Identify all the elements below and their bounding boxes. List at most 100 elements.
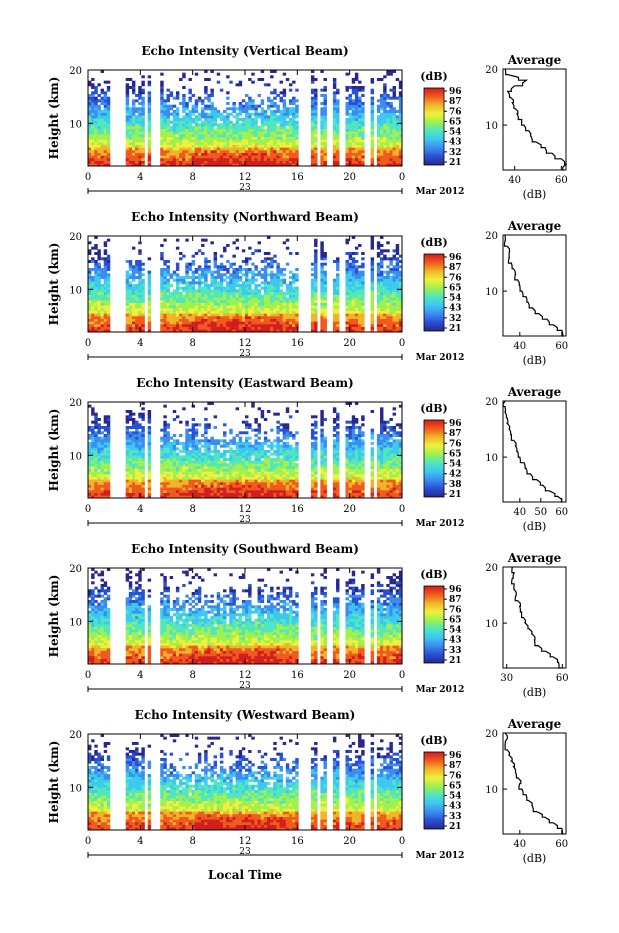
heatmap-cell: [97, 485, 100, 488]
heatmap-cell: [107, 466, 110, 469]
heatmap-cell: [170, 113, 173, 116]
heatmap-cell: [185, 431, 188, 434]
heatmap-cell: [286, 321, 289, 324]
heatmap-cell: [270, 155, 273, 158]
heatmap-cell: [336, 89, 339, 92]
heatmap-cell: [239, 321, 242, 324]
heatmap-cell: [107, 81, 110, 84]
heatmap-cell: [163, 268, 166, 271]
heatmap-cell: [396, 263, 399, 266]
heatmap-cell: [361, 123, 364, 126]
heatmap-cell: [232, 289, 235, 292]
heatmap-cell: [270, 311, 273, 314]
heatmap-cell: [126, 461, 129, 464]
heatmap-cell: [239, 324, 242, 327]
heatmap-cell: [129, 431, 132, 434]
heatmap-cell: [207, 308, 210, 311]
heatmap-cell: [324, 324, 327, 327]
profile-y-tick-label: 10: [485, 121, 498, 132]
heatmap-cell: [236, 150, 239, 153]
colorbar-tick-label: 54: [449, 128, 462, 138]
heatmap-cell: [198, 469, 201, 472]
heatmap-cell: [204, 474, 207, 477]
heatmap-cell: [207, 134, 210, 137]
heatmap-cell: [336, 324, 339, 327]
heatmap-cell: [236, 247, 239, 250]
heatmap-cell: [185, 308, 188, 311]
heatmap-cell: [345, 271, 348, 274]
heatmap-cell: [201, 158, 204, 161]
heatmap-cell: [129, 410, 132, 413]
heatmap-cell: [188, 287, 191, 290]
heatmap-cell: [377, 287, 380, 290]
heatmap-cell: [220, 145, 223, 148]
heatmap-cell: [324, 121, 327, 124]
heatmap-cell: [195, 431, 198, 434]
heatmap-cell: [273, 139, 276, 142]
heatmap-cell: [258, 158, 261, 161]
heatmap-cell: [160, 439, 163, 442]
heatmap-cell: [324, 295, 327, 298]
heatmap-cell: [160, 89, 163, 92]
heatmap-cell: [270, 316, 273, 319]
heatmap-cell: [176, 447, 179, 450]
heatmap-cell: [204, 145, 207, 148]
heatmap-cell: [276, 279, 279, 282]
heatmap-cell: [248, 247, 251, 250]
heatmap-cell: [182, 479, 185, 482]
heatmap-cell: [198, 295, 201, 298]
heatmap-cell: [295, 319, 298, 322]
heatmap-cell: [188, 439, 191, 442]
heatmap-cell: [101, 284, 104, 287]
heatmap-cell: [201, 292, 204, 295]
heatmap-cell: [188, 142, 191, 145]
heatmap-cell: [97, 279, 100, 282]
heatmap-cell: [355, 105, 358, 108]
heatmap-cell: [229, 324, 232, 327]
heatmap-cell: [242, 139, 245, 142]
heatmap-cell: [129, 265, 132, 268]
heatmap-cell: [101, 453, 104, 456]
heatmap-cell: [214, 313, 217, 316]
heatmap-cell: [138, 113, 141, 116]
heatmap-cell: [141, 137, 144, 140]
heatmap-cell: [320, 158, 323, 161]
heatmap-cell: [163, 405, 166, 408]
heatmap-cell: [195, 139, 198, 142]
heatmap-cell: [88, 241, 91, 244]
heatmap-cell: [195, 161, 198, 164]
heatmap-cell: [261, 121, 264, 124]
heatmap-cell: [245, 110, 248, 113]
heatmap-cell: [389, 145, 392, 148]
heatmap-cell: [371, 115, 374, 118]
heatmap-cell: [204, 113, 207, 116]
heatmap-cell: [170, 490, 173, 493]
heatmap-cell: [267, 316, 270, 319]
heatmap-cell: [314, 123, 317, 126]
heatmap-cell: [320, 161, 323, 164]
heatmap-cell: [192, 289, 195, 292]
heatmap-cell: [148, 466, 151, 469]
heatmap-cell: [198, 474, 201, 477]
heatmap-cell: [239, 150, 242, 153]
heatmap-cells: [88, 70, 402, 166]
heatmap-cell: [383, 142, 386, 145]
heatmap-cell: [377, 289, 380, 292]
heatmap-cell: [345, 319, 348, 322]
heatmap-cell: [195, 73, 198, 76]
heatmap-cell: [132, 469, 135, 472]
heatmap-cell: [383, 83, 386, 86]
heatmap-cell: [185, 479, 188, 482]
heatmap-cell: [129, 150, 132, 153]
heatmap-cell: [198, 303, 201, 306]
heatmap-cell: [380, 289, 383, 292]
heatmap-cell: [355, 110, 358, 113]
heatmap-cell: [226, 129, 229, 132]
heatmap-cell: [254, 123, 257, 126]
heatmap-cell: [314, 249, 317, 252]
heatmap-cell: [239, 271, 242, 274]
heatmap-cell: [129, 134, 132, 137]
heatmap-cell: [333, 153, 336, 156]
heatmap-cell: [207, 142, 210, 145]
heatmap-cell: [280, 91, 283, 94]
